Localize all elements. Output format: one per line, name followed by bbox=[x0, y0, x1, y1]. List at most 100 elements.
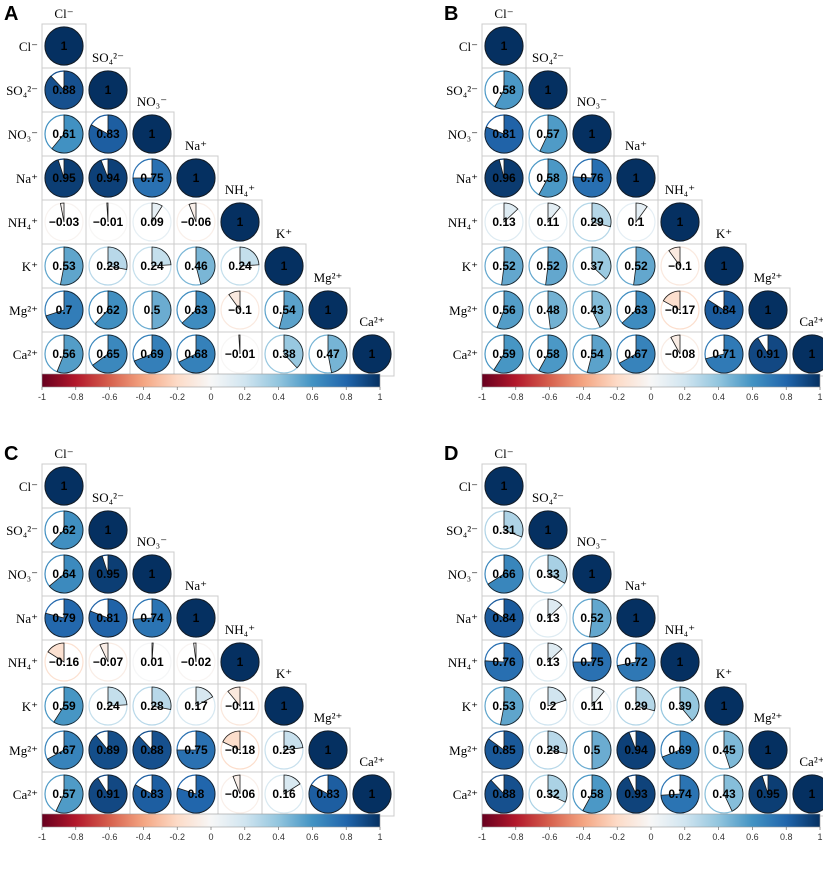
correlation-cell: 0.76 bbox=[481, 639, 527, 685]
colorbar-tick-label: 0.4 bbox=[272, 832, 285, 842]
correlation-cell: 0.93 bbox=[613, 771, 659, 817]
column-label: Cl⁻ bbox=[494, 6, 513, 21]
correlation-value: 0.11 bbox=[581, 699, 604, 713]
colorbar-tick-label: 0.2 bbox=[239, 832, 252, 842]
correlation-value: 0.81 bbox=[96, 611, 120, 625]
correlation-cell: 0.69 bbox=[657, 727, 703, 773]
panel-letter: B bbox=[444, 3, 458, 25]
correlation-cell: 1 bbox=[613, 155, 659, 201]
column-label: Na⁺ bbox=[185, 138, 207, 153]
pie-slice bbox=[44, 598, 84, 638]
pie-slice bbox=[547, 202, 561, 224]
colorbar-tick-label: 0.8 bbox=[340, 392, 353, 402]
correlation-value: 1 bbox=[633, 611, 640, 625]
row-label: K⁺ bbox=[462, 259, 478, 274]
pie-slice bbox=[176, 730, 216, 770]
row-label: Na⁺ bbox=[16, 171, 38, 186]
pie-slice bbox=[748, 334, 788, 374]
correlation-value: 0.24 bbox=[140, 259, 164, 273]
correlation-cell: 0.75 bbox=[173, 727, 219, 773]
correlation-value: 0.43 bbox=[580, 303, 604, 317]
correlation-value: 1 bbox=[721, 699, 728, 713]
colorbar-tick-label: 1 bbox=[377, 392, 382, 402]
pie-slice bbox=[705, 334, 744, 374]
colorbar: -1 -0.8 -0.6 -0.4 -0.2 0 0.2 0.4 0.6 0.8 1 bbox=[38, 813, 383, 842]
pie-slice bbox=[308, 730, 348, 770]
pie-slice bbox=[55, 774, 84, 814]
correlation-cell: 0.47 bbox=[305, 331, 351, 377]
pie-slice bbox=[501, 246, 524, 286]
correlation-value: 0.16 bbox=[272, 787, 296, 801]
pie-slice bbox=[499, 686, 524, 726]
correlation-value: 0.53 bbox=[52, 259, 76, 273]
row-label: Na⁺ bbox=[456, 611, 478, 626]
correlation-cell: 0.79 bbox=[41, 595, 87, 641]
pie-slice bbox=[633, 246, 656, 286]
correlation-cell: 0.53 bbox=[41, 243, 87, 289]
colorbar-tick-label: 0 bbox=[208, 392, 213, 402]
pie-slice bbox=[484, 774, 524, 814]
correlation-cell: 0.24 bbox=[129, 243, 175, 289]
pie-slice bbox=[195, 246, 216, 285]
correlation-cell: 1 bbox=[701, 243, 747, 289]
row-label: Cl⁻ bbox=[19, 39, 38, 54]
pie-slice bbox=[494, 70, 524, 110]
pie-slice bbox=[616, 642, 656, 682]
correlation-cell: 0.56 bbox=[481, 287, 527, 333]
pie-slice bbox=[94, 290, 128, 330]
pie-slice bbox=[352, 774, 392, 814]
correlation-cell: 1 bbox=[129, 111, 175, 157]
pie-slice bbox=[46, 730, 84, 770]
column-label: NO₃⁻ bbox=[577, 94, 607, 109]
correlation-value: 0.58 bbox=[492, 83, 516, 97]
pie-slice bbox=[44, 466, 84, 506]
pie-slice bbox=[132, 158, 172, 198]
column-label: Na⁺ bbox=[185, 578, 207, 593]
column-label: NH₄⁺ bbox=[665, 622, 695, 637]
column-label: Mg²⁺ bbox=[314, 710, 343, 725]
correlation-value: 0.57 bbox=[52, 787, 76, 801]
colorbar-tick-label: -0.6 bbox=[542, 392, 558, 402]
correlation-value: 0.85 bbox=[492, 743, 516, 757]
correlation-value: −0.06 bbox=[225, 787, 256, 801]
correlation-cell: 0.89 bbox=[85, 727, 131, 773]
correlation-value: 1 bbox=[589, 567, 596, 581]
correlation-cell: 0.28 bbox=[85, 243, 131, 289]
correlation-cell: 0.29 bbox=[613, 683, 659, 729]
column-label: Cl⁻ bbox=[494, 446, 513, 461]
correlation-value: 0.61 bbox=[52, 127, 76, 141]
correlation-value: 0.91 bbox=[756, 347, 780, 361]
correlation-cell: 0.88 bbox=[129, 727, 175, 773]
column-label: SO₄²⁻ bbox=[92, 490, 124, 505]
pie-slice bbox=[572, 158, 612, 198]
pie-slice bbox=[48, 554, 84, 594]
correlation-value: 0.38 bbox=[272, 347, 296, 361]
correlation-value: 1 bbox=[149, 567, 156, 581]
correlation-cell: 0.91 bbox=[745, 331, 791, 377]
pie-slice bbox=[106, 202, 109, 223]
correlation-cell: 0.56 bbox=[41, 331, 87, 377]
correlation-value: 0.5 bbox=[144, 303, 161, 317]
correlation-value: 1 bbox=[677, 215, 684, 229]
pie-slice bbox=[545, 246, 568, 286]
correlation-cell: 0.28 bbox=[525, 727, 571, 773]
correlation-value: 0.48 bbox=[536, 303, 560, 317]
correlation-value: 0.81 bbox=[492, 127, 516, 141]
correlation-cell: 0.54 bbox=[261, 287, 307, 333]
pie-slice bbox=[484, 158, 524, 198]
correlation-value: 0.67 bbox=[624, 347, 648, 361]
pie-slice bbox=[660, 774, 700, 814]
panel-letter: C bbox=[4, 443, 18, 465]
column-label: SO₄²⁻ bbox=[92, 50, 124, 65]
correlation-cell: 1 bbox=[349, 771, 395, 817]
correlation-value: −0.16 bbox=[49, 655, 80, 669]
correlation-cell: 0.95 bbox=[745, 771, 791, 817]
correlation-cell: 1 bbox=[41, 463, 87, 509]
correlation-cell: 1 bbox=[261, 683, 307, 729]
correlation-value: 1 bbox=[237, 215, 244, 229]
colorbar-tick-label: -1 bbox=[478, 832, 486, 842]
pie-slice bbox=[151, 202, 163, 224]
pie-slice bbox=[151, 290, 172, 330]
correlation-cell: 0.52 bbox=[481, 243, 527, 289]
correlation-cell: 0.01 bbox=[129, 639, 175, 685]
